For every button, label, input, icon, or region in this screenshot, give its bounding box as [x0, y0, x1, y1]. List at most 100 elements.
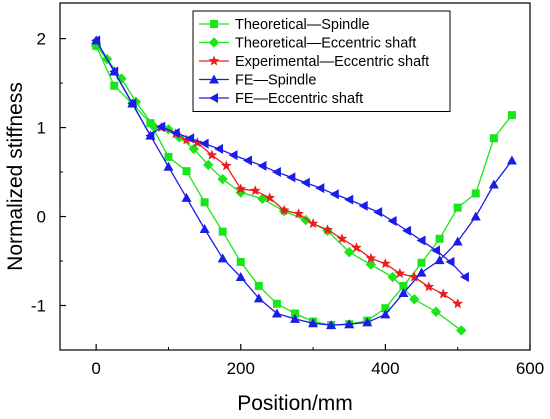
data-point	[286, 172, 296, 183]
y-tick-label: -1	[31, 297, 46, 316]
data-point	[116, 73, 127, 84]
legend-label: Experimental—Eccentric shaft	[235, 54, 429, 70]
x-axis-title: Position/mm	[237, 392, 353, 415]
data-point	[351, 242, 362, 253]
data-point	[329, 189, 339, 200]
y-tick-label: 0	[37, 208, 46, 227]
legend-marker	[209, 74, 219, 84]
data-point	[470, 211, 481, 221]
y-tick-label: 1	[37, 119, 46, 138]
data-point	[272, 299, 281, 308]
legend-marker	[209, 93, 218, 103]
legend-label: Theoretical—Spindle	[235, 17, 370, 33]
legend-label: FE—Spindle	[235, 73, 316, 89]
data-point	[271, 167, 281, 178]
data-point	[110, 81, 119, 90]
legend-marker	[208, 37, 220, 48]
data-point	[445, 256, 455, 267]
data-point	[199, 138, 209, 149]
data-point	[315, 183, 325, 194]
data-point	[399, 281, 408, 290]
series-line	[95, 45, 513, 326]
data-point	[148, 121, 160, 132]
data-point	[488, 179, 499, 189]
x-tick-label: 200	[227, 359, 255, 378]
legend-label: Theoretical—Eccentric shaft	[235, 36, 416, 52]
series-line	[95, 40, 513, 326]
data-point	[291, 309, 299, 318]
data-point	[257, 160, 267, 171]
x-tick-label: 600	[516, 359, 544, 378]
data-point	[308, 318, 319, 328]
data-point	[322, 224, 333, 235]
data-point	[217, 253, 228, 263]
plot-layer	[90, 35, 517, 336]
legend-box	[192, 10, 451, 112]
data-point	[236, 257, 245, 266]
data-point	[456, 325, 467, 336]
data-point	[170, 127, 180, 138]
data-point	[206, 149, 218, 160]
data-point	[387, 271, 398, 283]
legend-marker	[208, 55, 220, 66]
data-point	[243, 155, 252, 166]
data-point	[156, 121, 166, 132]
data-point	[452, 236, 463, 246]
legend-entry: Theoretical—Spindle	[199, 17, 370, 33]
data-point	[362, 317, 373, 327]
data-point	[437, 288, 449, 299]
data-point	[459, 272, 469, 283]
data-point	[431, 245, 440, 256]
data-point	[365, 259, 377, 270]
data-point	[358, 200, 368, 211]
x-tick-label: 400	[371, 359, 399, 378]
data-point	[336, 233, 348, 244]
data-point	[435, 234, 444, 243]
data-point	[394, 267, 406, 279]
data-point	[453, 203, 462, 212]
data-point	[271, 308, 282, 318]
data-point	[471, 189, 480, 198]
data-point	[290, 313, 300, 323]
legend-label: FE—Eccentric shaft	[235, 91, 363, 107]
legend: Theoretical—Spindle Theoretical—Eccentric…	[192, 10, 451, 112]
y-tick-label: 2	[37, 30, 46, 49]
data-point	[185, 133, 195, 144]
data-point	[192, 137, 203, 148]
data-point	[417, 258, 426, 267]
data-point	[220, 160, 232, 171]
data-point	[163, 161, 174, 171]
legend-entry: FE—Eccentric shaft	[199, 91, 363, 107]
data-point	[181, 192, 192, 202]
data-point	[90, 40, 102, 51]
data-point	[373, 207, 383, 218]
data-point	[402, 225, 412, 236]
data-point	[300, 177, 310, 188]
data-point	[253, 293, 264, 303]
data-point	[264, 192, 276, 203]
data-point	[489, 134, 498, 143]
legend-entry: Experimental—Eccentric shaft	[199, 54, 429, 70]
data-point	[365, 252, 377, 263]
data-point	[293, 208, 304, 219]
data-point	[127, 98, 137, 109]
data-point	[199, 223, 210, 233]
data-point	[181, 134, 192, 145]
data-point	[416, 267, 427, 277]
data-point	[235, 187, 246, 198]
data-point	[430, 306, 442, 317]
data-point	[452, 298, 464, 309]
data-point	[506, 155, 517, 165]
series-5	[91, 35, 469, 283]
data-point	[380, 258, 391, 269]
data-point	[182, 167, 191, 176]
data-point	[344, 319, 355, 329]
data-point	[409, 294, 420, 305]
data-point	[380, 309, 391, 319]
data-point	[257, 193, 268, 204]
data-point	[278, 204, 290, 215]
axes-layer: 0 200 400 600 -1 0 1 2 Position/mm Normalized sti…	[4, 2, 544, 415]
data-point	[145, 130, 155, 141]
data-point	[91, 35, 101, 46]
